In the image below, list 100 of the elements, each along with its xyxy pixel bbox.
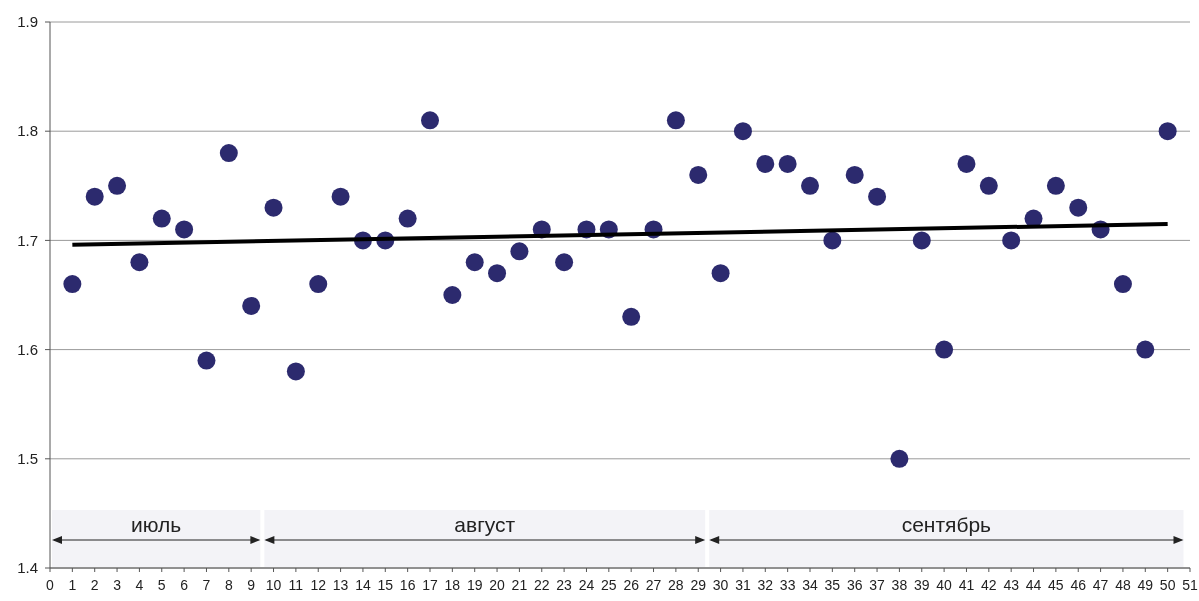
x-tick-label: 48 [1115, 577, 1131, 593]
x-tick-label: 19 [466, 577, 483, 593]
x-tick-label: 5 [157, 577, 166, 593]
y-tick-label: 1.6 [17, 340, 38, 358]
band-label: август [454, 513, 516, 536]
x-tick-label: 23 [556, 577, 573, 593]
point [130, 253, 149, 272]
x-tick-label: 13 [332, 577, 349, 593]
x-tick-label: 12 [310, 577, 327, 593]
band-label: сентябрь [901, 513, 992, 536]
x-tick-label: 31 [735, 577, 751, 593]
point [801, 176, 819, 195]
point [1113, 275, 1132, 294]
x-tick-label: 25 [601, 577, 617, 593]
point [778, 154, 797, 173]
point [465, 253, 484, 272]
x-tick-label: 36 [846, 577, 863, 593]
x-tick-label: 41 [958, 577, 975, 593]
point [1046, 176, 1065, 195]
x-tick-label: 28 [668, 577, 684, 593]
x-tick-label: 21 [511, 577, 528, 593]
point [689, 165, 708, 184]
point [935, 340, 954, 359]
point [957, 154, 976, 173]
x-tick-label: 22 [533, 577, 550, 593]
x-tick-label: 1 [68, 577, 77, 593]
x-tick-label: 24 [578, 577, 595, 593]
point [756, 154, 775, 173]
x-tick-label: 6 [180, 577, 189, 593]
point [152, 209, 171, 228]
x-tick-label: 30 [712, 577, 729, 593]
point [622, 307, 641, 326]
x-tick-label: 32 [757, 577, 774, 593]
x-tick-label: 27 [645, 577, 662, 593]
point [1136, 340, 1155, 359]
point [63, 275, 82, 294]
x-tick-label: 33 [779, 577, 796, 593]
y-tick-label: 1.9 [17, 13, 38, 31]
x-tick-label: 42 [981, 577, 997, 593]
y-tick-label: 1.7 [17, 231, 38, 249]
x-tick-label: 26 [623, 577, 640, 593]
point [733, 122, 752, 141]
x-tick-label: 51 [1182, 577, 1198, 593]
point [108, 176, 127, 195]
point [398, 209, 417, 228]
x-tick-label: 35 [824, 577, 841, 593]
point [912, 231, 931, 250]
x-tick-label: 18 [444, 577, 461, 593]
point [331, 187, 350, 206]
y-tick-label: 1.5 [17, 450, 38, 468]
point [823, 231, 842, 250]
x-tick-label: 44 [1025, 577, 1042, 593]
x-tick-label: 11 [288, 577, 304, 593]
band-label: июль [131, 513, 182, 536]
x-tick-label: 14 [355, 577, 371, 593]
point [175, 220, 194, 239]
x-tick-label: 38 [891, 577, 908, 593]
point [264, 198, 283, 217]
x-tick-label: 9 [247, 577, 256, 593]
point [1002, 231, 1021, 250]
point [421, 111, 439, 130]
point [1069, 198, 1088, 217]
point [309, 275, 328, 294]
y-tick-label: 1.4 [17, 559, 38, 577]
x-tick-label: 45 [1048, 577, 1064, 593]
point [219, 144, 238, 163]
point [443, 286, 462, 304]
point [845, 165, 864, 184]
point [666, 111, 685, 130]
x-tick-label: 20 [489, 577, 506, 593]
x-tick-label: 39 [913, 577, 930, 593]
point [488, 264, 507, 283]
point [555, 253, 574, 272]
x-tick-label: 4 [135, 577, 144, 593]
x-tick-label: 7 [202, 577, 211, 593]
point [711, 264, 730, 283]
point [242, 296, 261, 315]
x-tick-label: 46 [1070, 577, 1087, 593]
point [510, 242, 529, 261]
x-tick-label: 0 [46, 577, 55, 593]
x-tick-label: 47 [1092, 577, 1109, 593]
x-tick-label: 40 [936, 577, 953, 593]
x-tick-label: 16 [399, 577, 416, 593]
y-tick-label: 1.8 [17, 122, 38, 140]
x-tick-label: 43 [1003, 577, 1020, 593]
point [979, 176, 998, 195]
x-tick-label: 8 [224, 577, 233, 593]
point [868, 187, 887, 206]
point [1158, 122, 1177, 141]
x-tick-label: 50 [1159, 577, 1176, 593]
x-tick-label: 3 [113, 577, 122, 593]
point [197, 351, 216, 370]
x-tick-label: 49 [1137, 577, 1154, 593]
x-tick-label: 34 [802, 577, 818, 593]
x-tick-label: 37 [869, 577, 886, 593]
x-tick-label: 29 [690, 577, 707, 593]
point [286, 362, 305, 381]
x-tick-label: 15 [377, 577, 394, 593]
x-tick-label: 2 [90, 577, 99, 593]
x-tick-label: 10 [265, 577, 282, 593]
